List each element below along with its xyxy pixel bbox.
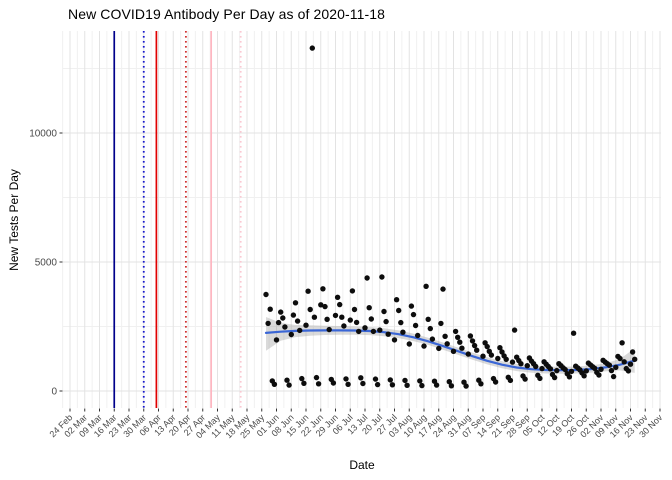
y-axis-title: New Tests Per Day <box>7 169 21 271</box>
x-axis-title: Date <box>349 458 375 472</box>
chart-title: New COVID19 Antibody Per Day as of 2020-… <box>68 6 386 22</box>
svg-text:10000: 10000 <box>29 129 57 140</box>
svg-text:5000: 5000 <box>35 258 58 269</box>
svg-text:0: 0 <box>51 387 57 398</box>
